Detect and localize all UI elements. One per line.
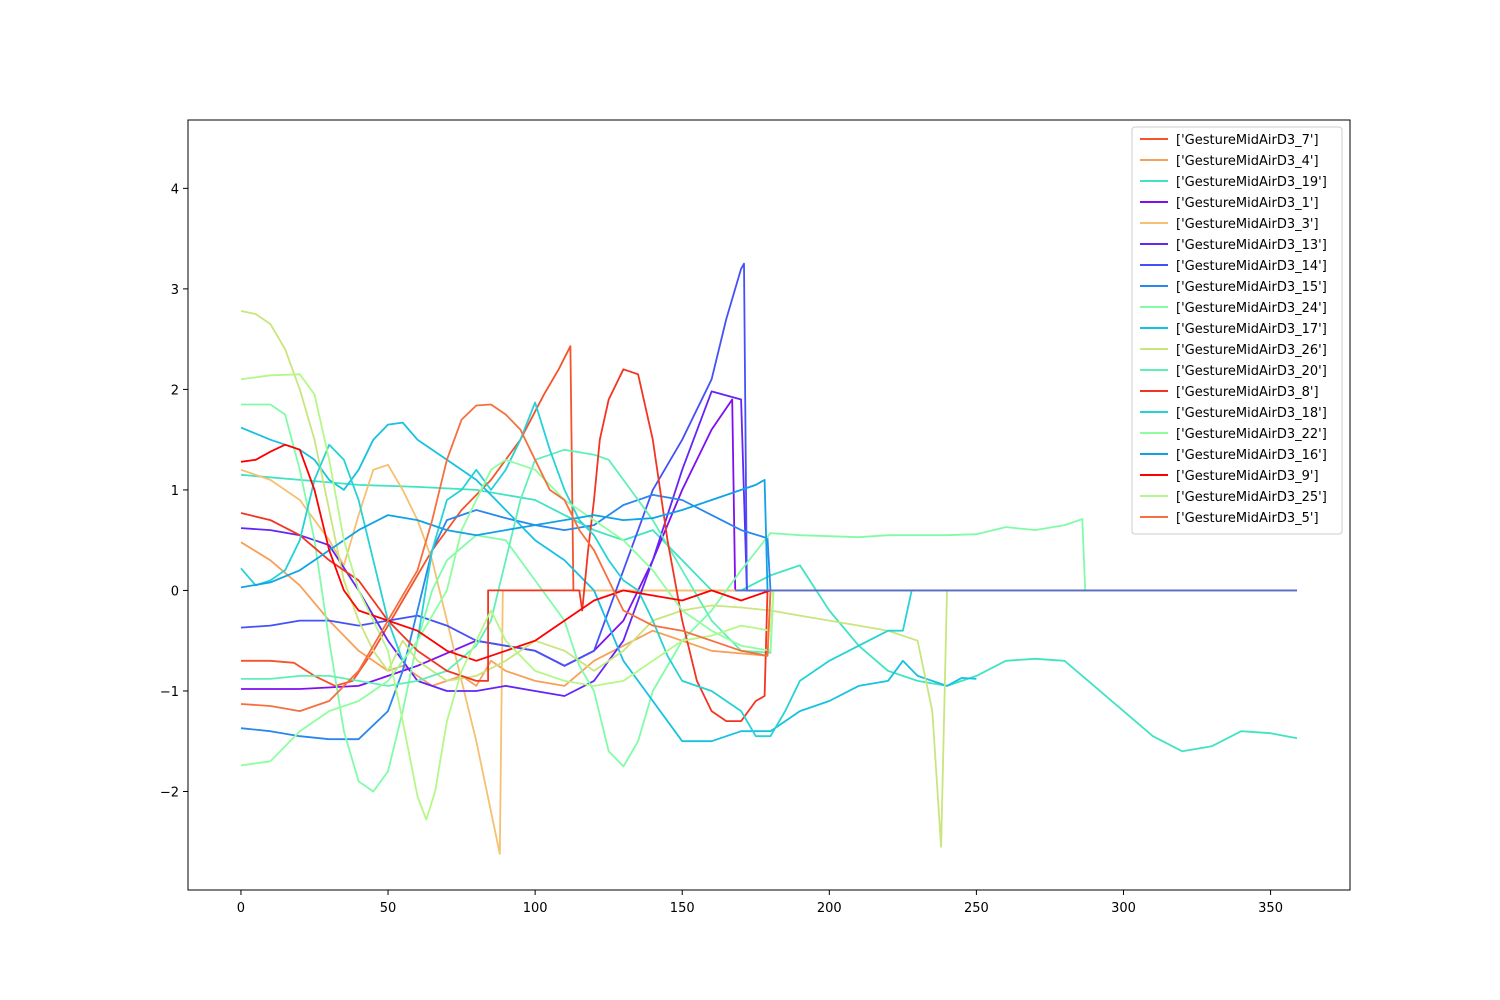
plot-frame	[187, 119, 1351, 891]
legend-label: ['GestureMidAirD3_1']	[1176, 196, 1319, 211]
y-tick-label: 3	[171, 283, 179, 298]
series-line-8	[241, 403, 1297, 793]
y-tick-label: −1	[160, 685, 179, 700]
series-line-9	[240, 421, 977, 743]
series-layer	[240, 262, 1298, 855]
series-line-10	[240, 310, 1297, 848]
series-line-11	[241, 448, 1297, 687]
legend-label: ['GestureMidAirD3_5']	[1176, 511, 1319, 526]
x-tick-label: 0	[237, 901, 245, 916]
series-line-17	[240, 373, 1297, 821]
legend-label: ['GestureMidAirD3_7']	[1176, 133, 1319, 148]
y-axis: −2 −1 0 1 2 3 4	[160, 182, 188, 800]
y-tick-label: 4	[171, 182, 179, 197]
series-line-6	[240, 262, 1297, 667]
x-axis: 0 50 100 150 200 250 300 350	[237, 890, 1283, 916]
x-tick-label: 150	[670, 901, 695, 916]
series-line-5	[240, 390, 1297, 697]
legend-label: ['GestureMidAirD3_26']	[1176, 343, 1327, 358]
x-tick-label: 100	[523, 901, 548, 916]
x-tick-label: 50	[380, 901, 397, 916]
legend-label: ['GestureMidAirD3_19']	[1176, 175, 1327, 190]
legend: ['GestureMidAirD3_7'] ['GestureMidAirD3_4…	[1131, 126, 1343, 535]
legend-label: ['GestureMidAirD3_4']	[1176, 154, 1319, 169]
legend-label: ['GestureMidAirD3_24']	[1176, 301, 1327, 316]
x-tick-label: 200	[817, 901, 842, 916]
legend-label: ['GestureMidAirD3_25']	[1176, 490, 1327, 505]
legend-label: ['GestureMidAirD3_22']	[1176, 427, 1327, 442]
legend-label: ['GestureMidAirD3_9']	[1176, 469, 1319, 484]
legend-label: ['GestureMidAirD3_8']	[1176, 385, 1319, 400]
legend-label: ['GestureMidAirD3_17']	[1176, 322, 1327, 337]
legend-label: ['GestureMidAirD3_15']	[1176, 280, 1327, 295]
series-line-7	[240, 494, 1297, 741]
legend-box	[1131, 126, 1343, 535]
legend-label: ['GestureMidAirD3_13']	[1176, 238, 1327, 253]
legend-label: ['GestureMidAirD3_14']	[1176, 259, 1327, 274]
x-tick-label: 250	[964, 901, 989, 916]
x-tick-label: 300	[1111, 901, 1136, 916]
legend-label: ['GestureMidAirD3_16']	[1176, 448, 1327, 463]
y-tick-label: 1	[171, 484, 179, 499]
series-line-16	[240, 443, 1297, 662]
x-tick-label: 350	[1258, 901, 1283, 916]
legend-label: ['GestureMidAirD3_20']	[1176, 364, 1327, 379]
y-tick-label: −2	[160, 785, 179, 800]
series-line-13	[240, 401, 1297, 738]
legend-label: ['GestureMidAirD3_3']	[1176, 217, 1319, 232]
series-line-14	[240, 458, 1297, 767]
legend-label: ['GestureMidAirD3_18']	[1176, 406, 1327, 421]
series-line-18	[240, 403, 1297, 712]
y-tick-label: 0	[171, 584, 179, 599]
y-tick-label: 2	[171, 383, 179, 398]
series-line-12	[240, 368, 1297, 722]
series-line-2	[240, 473, 1298, 753]
